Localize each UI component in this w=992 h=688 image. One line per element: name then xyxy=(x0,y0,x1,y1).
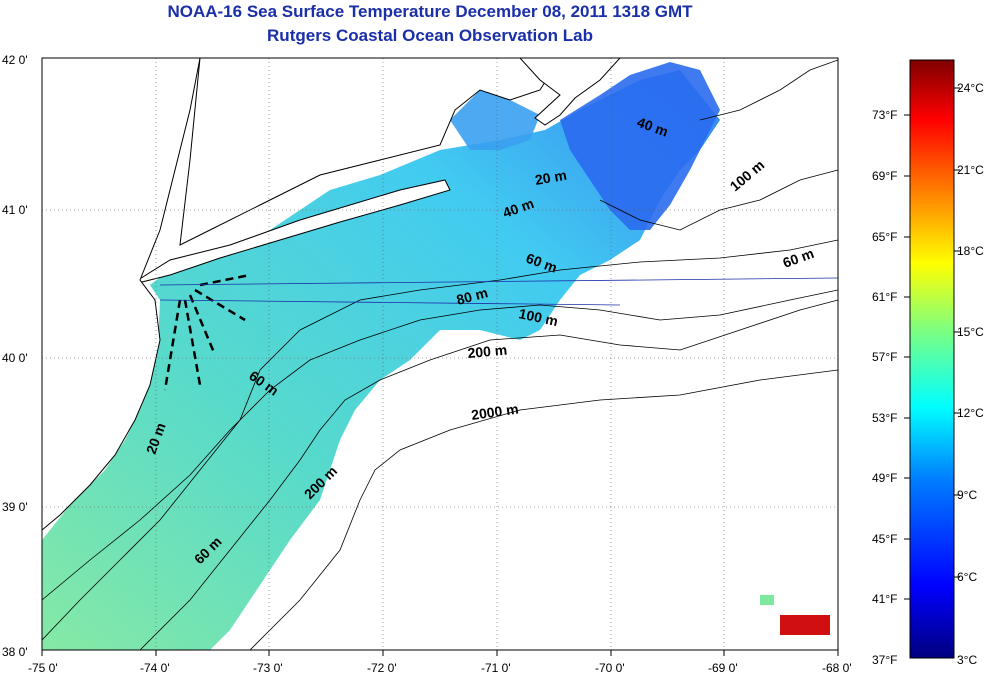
colorbar-f-label: 53°F xyxy=(872,411,897,425)
sst-patch xyxy=(760,595,774,605)
colorbar-ticks xyxy=(904,87,960,600)
colorbar-c-label: 21°C xyxy=(957,163,984,177)
colorbar-f-label: 57°F xyxy=(872,350,897,364)
colorbar-c-label: 15°C xyxy=(957,325,984,339)
colorbar-f-label: 61°F xyxy=(872,290,897,304)
colorbar-c-label: 24°C xyxy=(957,81,984,95)
contour-label: 80 m xyxy=(455,284,490,308)
colorbar-f-label: 41°F xyxy=(872,592,897,606)
colorbar-c-label: 12°C xyxy=(957,406,984,420)
land-new-jersey xyxy=(42,58,201,531)
lon-tick-label: -72 0' xyxy=(367,661,397,675)
lon-tick-label: -70 0' xyxy=(595,661,625,675)
colorbar-c-label: 3°C xyxy=(957,653,977,667)
colorbar-f-label: 65°F xyxy=(872,230,897,244)
sst-cape-cod-bay xyxy=(450,90,540,150)
lon-tick-label: -74 0' xyxy=(140,661,170,675)
contour-label: 2000 m xyxy=(470,401,519,423)
land-new-england xyxy=(179,58,561,246)
land-cape-cod xyxy=(519,58,621,126)
map-border xyxy=(41,57,839,651)
colorbar-f-label: 37°F xyxy=(872,653,897,667)
lat-tick-label: 42 0' xyxy=(2,53,28,67)
shipping-lanes xyxy=(163,273,251,391)
contour-label: 200 m xyxy=(467,342,508,361)
colorbar xyxy=(909,59,955,659)
bathymetry-contours xyxy=(42,59,838,650)
lat-tick-label: 40 0' xyxy=(2,351,28,365)
sst-gulf-of-maine xyxy=(560,62,720,230)
colorbar-f-label: 69°F xyxy=(872,169,897,183)
contour-label: 20 m xyxy=(534,167,568,188)
axis-ticks xyxy=(41,650,839,656)
lon-tick-label: -71 0' xyxy=(481,661,511,675)
lon-tick-label: -73 0' xyxy=(253,661,283,675)
lat-tick-label: 38 0' xyxy=(2,645,28,659)
lat-tick-label: 39 0' xyxy=(2,500,28,514)
colorbar-c-label: 6°C xyxy=(957,570,977,584)
lon-tick-label: -68 0' xyxy=(822,661,852,675)
sst-shelf-water xyxy=(42,70,720,650)
colorbar-f-label: 49°F xyxy=(872,471,897,485)
lon-tick-label: -69 0' xyxy=(708,661,738,675)
gridlines xyxy=(42,58,838,650)
lon-tick-label: -75 0' xyxy=(28,661,58,675)
map-subtitle: Rutgers Coastal Ocean Observation Lab xyxy=(267,26,593,45)
transect-lines xyxy=(159,277,838,306)
colorbar-f-label: 73°F xyxy=(872,108,897,122)
colorbar-f-label: 45°F xyxy=(872,532,897,546)
colorbar-c-label: 18°C xyxy=(957,244,984,258)
lat-tick-label: 41 0' xyxy=(2,203,28,217)
land-long-island xyxy=(129,179,451,286)
sst-warm-patch xyxy=(780,615,830,635)
map-title: NOAA-16 Sea Surface Temperature December… xyxy=(167,2,693,21)
colorbar-c-label: 9°C xyxy=(957,488,977,502)
